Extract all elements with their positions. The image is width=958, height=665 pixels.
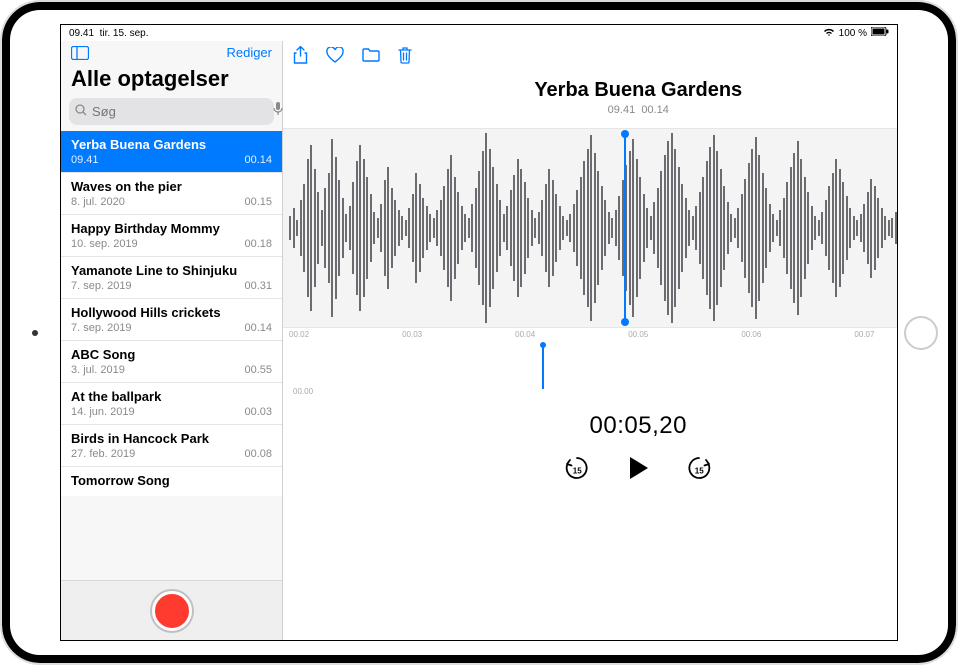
trash-icon[interactable]	[398, 46, 412, 64]
search-bar[interactable]	[69, 98, 274, 125]
recording-item-name: Tomorrow Song	[71, 473, 272, 488]
search-icon	[75, 103, 87, 121]
recording-item[interactable]: Hollywood Hills crickets 7. sep. 2019 00.…	[61, 299, 282, 341]
recording-item-name: ABC Song	[71, 347, 272, 362]
recording-item-duration: 00.14	[244, 322, 272, 334]
status-bar: 09.41 tir. 15. sep. 100 %	[61, 25, 897, 41]
favorite-icon[interactable]	[326, 46, 344, 64]
time-ruler: 00.0200.0300.0400.0500.0600.0700.08	[283, 328, 897, 341]
recording-item-date: 14. jun. 2019	[71, 406, 135, 418]
sidebar-title: Alle optagelser	[61, 64, 282, 98]
share-icon[interactable]	[293, 46, 308, 64]
recording-item-duration: 00.18	[244, 238, 272, 250]
recording-item-date: 7. sep. 2019	[71, 280, 132, 292]
overview-playhead[interactable]	[542, 345, 544, 389]
play-button[interactable]	[624, 454, 652, 487]
sidebar-toggle-icon[interactable]	[71, 46, 89, 60]
battery-pct: 100 %	[839, 28, 867, 39]
recording-item-name: At the ballpark	[71, 389, 272, 404]
mic-icon[interactable]	[273, 102, 283, 121]
status-time: 09.41	[69, 28, 94, 39]
folder-icon[interactable]	[362, 46, 380, 64]
recording-item-duration: 00.14	[244, 154, 272, 166]
timecode: 00:05,20	[283, 412, 897, 440]
waveform-overview[interactable]	[293, 349, 897, 385]
recording-item-duration: 00.15	[244, 196, 272, 208]
recording-item-duration: 00.08	[244, 448, 272, 460]
recording-item-date: 10. sep. 2019	[71, 238, 138, 250]
recording-item-date: 3. jul. 2019	[71, 364, 125, 376]
recording-item-name: Hollywood Hills crickets	[71, 305, 272, 320]
recording-item[interactable]: At the ballpark 14. jun. 2019 00.03	[61, 383, 282, 425]
wifi-icon	[823, 27, 835, 40]
playhead[interactable]	[624, 134, 626, 322]
recording-item[interactable]: Yerba Buena Gardens 09.41 00.14	[61, 131, 282, 173]
search-input[interactable]	[92, 104, 268, 119]
recording-item[interactable]: Tomorrow Song	[61, 467, 282, 496]
recording-title: Yerba Buena Gardens	[283, 79, 897, 102]
sidebar-edit-button[interactable]: Rediger	[226, 45, 272, 60]
battery-icon	[871, 27, 889, 39]
recording-item-name: Yamanote Line to Shinjuku	[71, 263, 272, 278]
recording-item[interactable]: ABC Song 3. jul. 2019 00.55	[61, 341, 282, 383]
recording-subtitle: 09.41 00.14	[283, 104, 897, 116]
recording-item-name: Birds in Hancock Park	[71, 431, 272, 446]
recording-item[interactable]: Yamanote Line to Shinjuku 7. sep. 2019 00…	[61, 257, 282, 299]
recording-item-duration: 00.31	[244, 280, 272, 292]
recording-item-date: 27. feb. 2019	[71, 448, 135, 460]
record-button[interactable]	[152, 591, 192, 631]
overview-scale: 00.0000.14	[283, 385, 897, 398]
recording-item-date: 8. jul. 2020	[71, 196, 125, 208]
recording-item-duration: 00.03	[244, 406, 272, 418]
recording-item-name: Waves on the pier	[71, 179, 272, 194]
status-date: tir. 15. sep.	[100, 28, 149, 39]
skip-forward-button[interactable]: 15	[686, 455, 712, 486]
recording-item-name: Yerba Buena Gardens	[71, 137, 272, 152]
home-button[interactable]	[904, 316, 938, 350]
recording-item-date: 09.41	[71, 154, 99, 166]
recording-item[interactable]: Happy Birthday Mommy 10. sep. 2019 00.18	[61, 215, 282, 257]
recording-item[interactable]: Birds in Hancock Park 27. feb. 2019 00.08	[61, 425, 282, 467]
recording-item-name: Happy Birthday Mommy	[71, 221, 272, 236]
waveform-editor[interactable]	[283, 128, 897, 328]
recording-item-date: 7. sep. 2019	[71, 322, 132, 334]
recording-item[interactable]: Waves on the pier 8. jul. 2020 00.15	[61, 173, 282, 215]
recording-item-duration: 00.55	[244, 364, 272, 376]
skip-back-button[interactable]: 15	[564, 455, 590, 486]
